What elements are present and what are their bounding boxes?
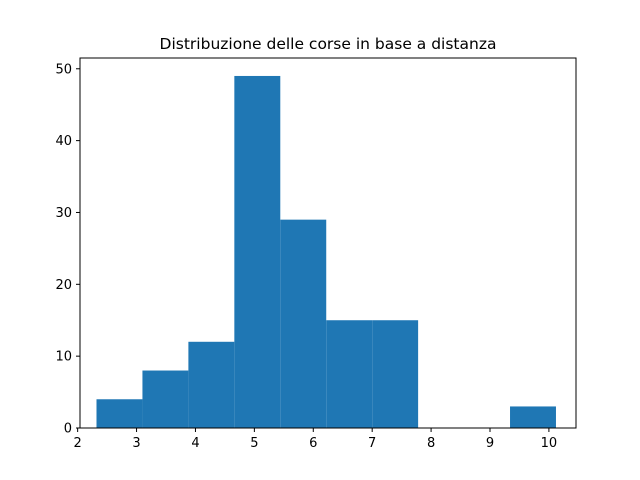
- plot-frame: [79, 57, 577, 429]
- x-tick-label: 8: [427, 436, 435, 451]
- chart-title: Distribuzione delle corse in base a dist…: [160, 35, 497, 53]
- histogram-bar: [96, 399, 143, 428]
- histogram-bar: [372, 320, 419, 428]
- x-tick-label: 7: [368, 436, 376, 451]
- y-tick-label: 30: [55, 206, 72, 221]
- x-tick-label: 5: [250, 436, 258, 451]
- y-tick-label: 0: [64, 422, 72, 437]
- x-tick-label: 3: [132, 436, 140, 451]
- histogram-bar: [326, 320, 373, 428]
- histogram-bar: [142, 370, 189, 428]
- x-tick-label: 6: [309, 436, 317, 451]
- x-axis-ticks: 2 3 4 5 6 7 8 9 10: [74, 428, 558, 451]
- y-tick-label: 50: [55, 62, 72, 77]
- y-tick-label: 40: [55, 134, 72, 149]
- x-tick-label: 10: [541, 436, 558, 451]
- histogram-bar: [280, 219, 327, 428]
- x-tick-label: 4: [191, 436, 199, 451]
- y-tick-label: 10: [55, 350, 72, 365]
- histogram-bar: [510, 406, 556, 428]
- histogram-bar: [234, 75, 281, 428]
- x-tick-label: 9: [486, 436, 494, 451]
- y-axis-ticks: 0 10 20 30 40 50: [55, 62, 80, 437]
- bars-group: [96, 75, 556, 428]
- x-tick-label: 2: [74, 436, 82, 451]
- y-tick-label: 20: [55, 278, 72, 293]
- histogram-bar: [188, 341, 235, 428]
